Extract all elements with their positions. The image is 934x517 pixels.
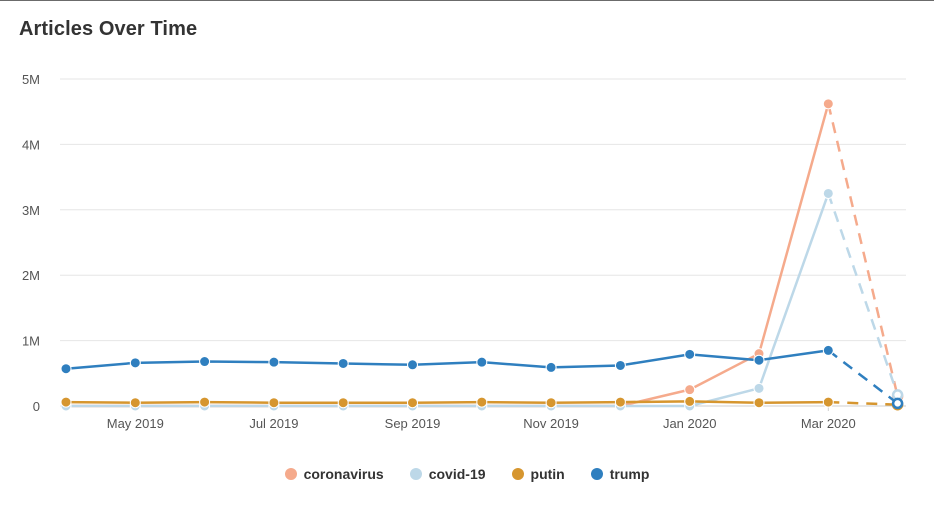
- legend-item-trump[interactable]: trump: [590, 466, 650, 482]
- y-tick-label: 3M: [22, 203, 40, 218]
- x-tick-label: Sep 2019: [385, 416, 441, 431]
- legend-item-covid-19[interactable]: covid-19: [409, 466, 486, 482]
- data-point-trump: [129, 357, 141, 369]
- legend-marker: [511, 468, 524, 480]
- data-point-trump: [337, 357, 349, 369]
- data-point-putin: [337, 397, 349, 409]
- legend-label: covid-19: [428, 466, 486, 482]
- data-point-covid-19: [753, 382, 765, 394]
- legend-item-coronavirus[interactable]: coronavirus: [284, 466, 384, 482]
- chart-legend: coronavirus covid-19 putin trump: [0, 466, 934, 482]
- y-tick-label: 2M: [22, 268, 40, 283]
- data-point-coronavirus: [684, 384, 696, 396]
- series-dashed-segment-coronavirus: [827, 103, 899, 397]
- series-line-putin: [65, 400, 829, 404]
- series-dashed-segment-covid-19: [827, 193, 899, 396]
- x-tick-label: Jul 2019: [249, 416, 298, 431]
- data-point-putin: [268, 397, 280, 409]
- data-point-coronavirus: [822, 98, 834, 110]
- y-tick-label: 4M: [22, 137, 40, 152]
- data-point-trump: [60, 363, 72, 375]
- y-tick-label: 0: [33, 399, 40, 414]
- legend-label: coronavirus: [303, 466, 384, 482]
- data-point-trump: [268, 356, 280, 368]
- legend-marker: [409, 468, 422, 480]
- series-dashed-segment-trump: [827, 349, 899, 405]
- data-point-trump: [684, 348, 696, 360]
- data-point-putin: [407, 397, 418, 409]
- data-point-putin: [129, 397, 141, 409]
- data-point-putin: [684, 395, 696, 407]
- data-point-trump: [407, 359, 418, 371]
- data-point-trump: [476, 356, 488, 368]
- legend-item-putin[interactable]: putin: [511, 466, 565, 482]
- data-point-putin: [822, 396, 834, 408]
- x-tick-label: Jan 2020: [663, 416, 717, 431]
- legend-label: trump: [609, 466, 650, 482]
- chart-title: Articles Over Time: [19, 18, 198, 40]
- series-line-trump: [65, 349, 829, 370]
- data-point-putin: [614, 396, 626, 408]
- series-line-covid-19: [66, 193, 830, 408]
- legend-label: putin: [530, 466, 565, 482]
- data-point-putin: [60, 396, 72, 408]
- data-point-trump: [891, 397, 904, 410]
- legend-marker: [284, 468, 297, 480]
- data-point-putin: [753, 397, 765, 409]
- data-point-trump: [199, 356, 211, 368]
- data-point-trump: [614, 359, 626, 371]
- data-point-covid-19: [822, 187, 834, 199]
- data-point-putin: [545, 397, 557, 409]
- x-tick-label: May 2019: [107, 416, 164, 431]
- x-tick-label: Mar 2020: [801, 416, 856, 431]
- data-point-trump: [822, 344, 834, 356]
- series-dashed-segment-putin: [828, 400, 898, 406]
- top-border: [0, 0, 934, 1]
- x-tick-label: Nov 2019: [523, 416, 579, 431]
- data-point-trump: [545, 361, 557, 373]
- data-point-putin: [199, 396, 211, 408]
- data-point-putin: [476, 396, 488, 408]
- series-line-coronavirus: [66, 103, 830, 408]
- y-tick-label: 1M: [22, 334, 40, 349]
- legend-marker: [590, 468, 603, 480]
- data-point-trump: [753, 354, 765, 366]
- y-tick-label: 5M: [22, 72, 40, 87]
